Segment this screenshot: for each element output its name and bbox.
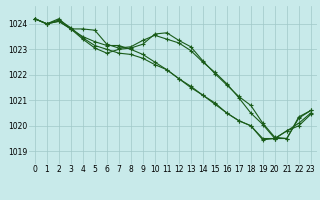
Text: Graphe pression niveau de la mer (hPa): Graphe pression niveau de la mer (hPa)	[48, 180, 272, 190]
